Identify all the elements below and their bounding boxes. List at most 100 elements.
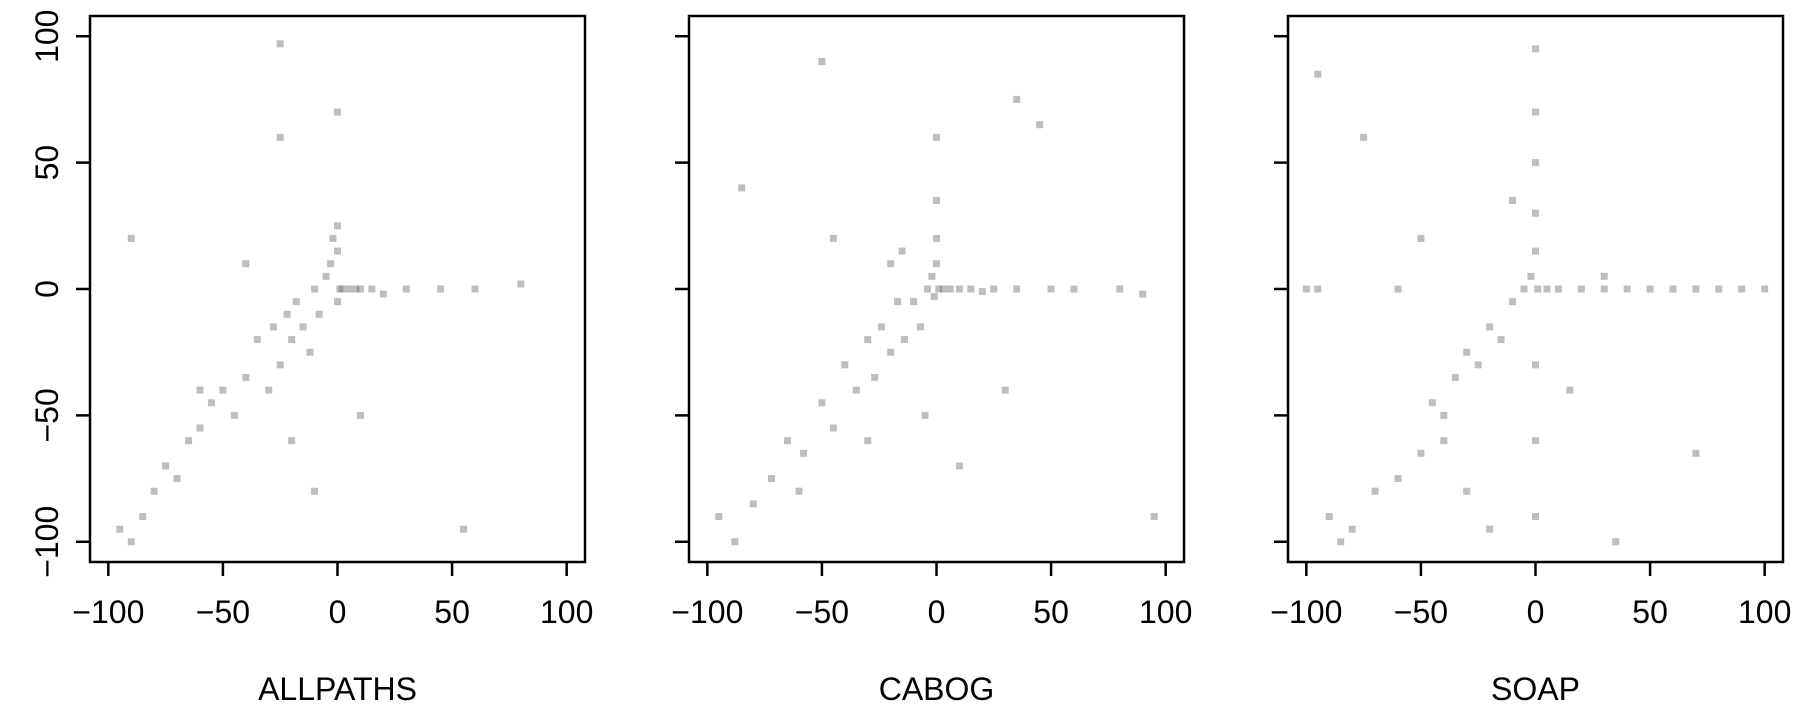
point: [1532, 209, 1539, 217]
point: [1532, 108, 1539, 116]
point: [933, 197, 940, 205]
point: [334, 247, 341, 255]
point: [978, 288, 986, 296]
point: [1440, 437, 1448, 445]
x-tick-label: 0: [928, 594, 946, 630]
point: [322, 272, 330, 280]
point: [1577, 285, 1585, 293]
x-tick-label: 50: [1632, 594, 1668, 630]
point: [1532, 361, 1539, 369]
point: [1623, 285, 1631, 293]
point: [1761, 285, 1769, 293]
point: [338, 285, 346, 293]
point: [334, 222, 341, 230]
point: [517, 280, 525, 288]
point: [887, 260, 895, 268]
point: [1394, 475, 1402, 483]
x-tick-label: −50: [196, 594, 250, 630]
point: [1013, 285, 1021, 293]
point: [1348, 525, 1356, 533]
point: [1070, 285, 1078, 293]
point: [1532, 45, 1539, 53]
point: [356, 411, 364, 419]
point: [935, 285, 943, 293]
point: [1497, 336, 1505, 344]
point: [1463, 348, 1471, 356]
point: [1527, 272, 1535, 280]
x-tick-label: 0: [329, 594, 347, 630]
point: [1013, 95, 1021, 103]
x-axis-label: ALLPATHS: [258, 671, 417, 707]
point: [1646, 285, 1654, 293]
point: [173, 475, 181, 483]
point: [345, 285, 353, 293]
point: [1116, 285, 1124, 293]
point: [800, 449, 808, 457]
point: [379, 290, 387, 298]
point: [910, 298, 918, 306]
point: [185, 437, 193, 445]
point: [1600, 285, 1608, 293]
point: [306, 348, 314, 356]
point: [1325, 513, 1333, 520]
point: [1532, 513, 1539, 520]
point: [1509, 197, 1517, 205]
point: [219, 386, 227, 394]
y-tick-label: 50: [29, 145, 65, 181]
point: [207, 399, 215, 407]
point: [1532, 159, 1539, 167]
point: [356, 285, 364, 293]
point: [923, 285, 931, 293]
point: [315, 310, 323, 318]
point: [1692, 449, 1700, 457]
point: [900, 336, 908, 344]
point: [253, 336, 261, 344]
point: [829, 234, 837, 242]
point: [265, 386, 273, 394]
point: [368, 285, 376, 293]
point: [288, 336, 296, 344]
point: [1394, 285, 1402, 293]
point: [933, 260, 940, 268]
point: [162, 462, 170, 470]
point: [916, 323, 924, 331]
point: [887, 348, 895, 356]
point: [311, 487, 319, 495]
point: [852, 386, 860, 394]
x-axis-label: SOAP: [1491, 671, 1580, 707]
point: [928, 272, 936, 280]
point: [1139, 290, 1147, 298]
point: [127, 234, 135, 242]
x-tick-label: 50: [1033, 594, 1069, 630]
point: [336, 285, 344, 293]
point: [292, 298, 300, 306]
point: [1669, 285, 1677, 293]
point: [818, 58, 826, 65]
point: [795, 487, 803, 495]
point: [930, 293, 938, 301]
point: [878, 323, 885, 331]
point: [939, 285, 947, 293]
point: [1150, 513, 1158, 520]
x-tick-label: −50: [795, 594, 849, 630]
point: [276, 133, 284, 141]
point: [1600, 272, 1608, 280]
point: [352, 285, 360, 293]
point: [1566, 386, 1574, 394]
point: [749, 500, 757, 508]
point: [283, 310, 291, 318]
point: [967, 285, 975, 293]
point: [1520, 285, 1528, 293]
point: [818, 399, 826, 407]
point: [1314, 285, 1322, 293]
point: [139, 513, 147, 520]
point: [1417, 234, 1425, 242]
point: [242, 373, 250, 381]
point: [1532, 247, 1539, 255]
x-tick-label: −100: [72, 594, 144, 630]
x-tick-label: 100: [1738, 594, 1791, 630]
x-tick-label: 50: [434, 594, 470, 630]
point: [1532, 437, 1539, 445]
point: [276, 361, 284, 369]
